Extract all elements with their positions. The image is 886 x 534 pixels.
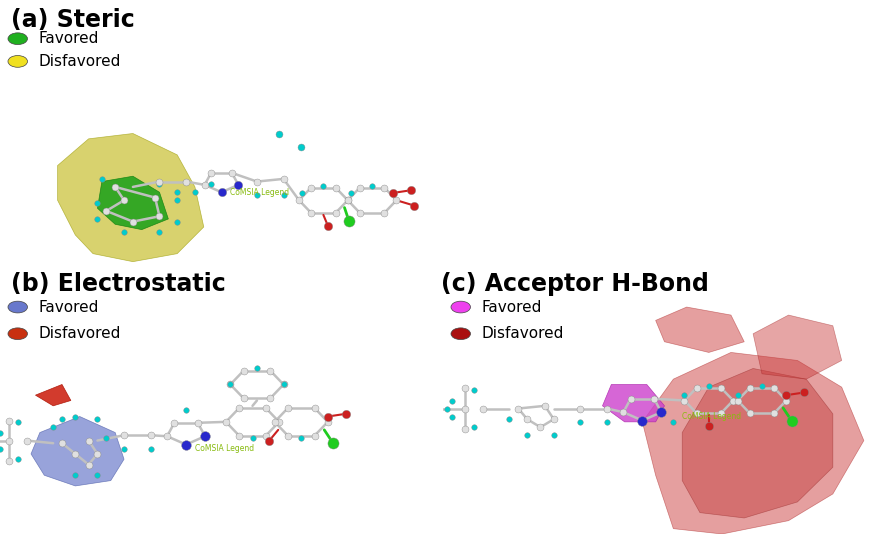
Circle shape: [8, 33, 27, 45]
Text: Disfavored: Disfavored: [38, 54, 120, 69]
Polygon shape: [31, 417, 124, 486]
Circle shape: [8, 301, 27, 313]
Circle shape: [451, 328, 470, 340]
Circle shape: [8, 56, 27, 67]
Polygon shape: [753, 315, 842, 379]
Text: Favored: Favored: [482, 300, 542, 315]
Polygon shape: [682, 368, 833, 518]
Circle shape: [451, 301, 470, 313]
Polygon shape: [58, 134, 204, 262]
Polygon shape: [97, 176, 168, 230]
Text: (c) Acceptor H-Bond: (c) Acceptor H-Bond: [441, 272, 709, 296]
Text: CoMSIA Legend: CoMSIA Legend: [230, 188, 290, 197]
Circle shape: [8, 328, 27, 340]
Text: CoMSIA Legend: CoMSIA Legend: [195, 444, 254, 453]
Polygon shape: [642, 352, 864, 534]
Polygon shape: [602, 384, 664, 422]
Polygon shape: [656, 307, 744, 352]
Text: Favored: Favored: [38, 31, 99, 46]
Text: (a) Steric: (a) Steric: [11, 8, 135, 32]
Polygon shape: [35, 384, 71, 406]
Text: (b) Electrostatic: (b) Electrostatic: [11, 272, 225, 296]
Text: Favored: Favored: [38, 300, 99, 315]
Text: Disfavored: Disfavored: [482, 326, 563, 341]
Text: CoMSIA Legend: CoMSIA Legend: [682, 412, 742, 421]
Text: Disfavored: Disfavored: [38, 326, 120, 341]
